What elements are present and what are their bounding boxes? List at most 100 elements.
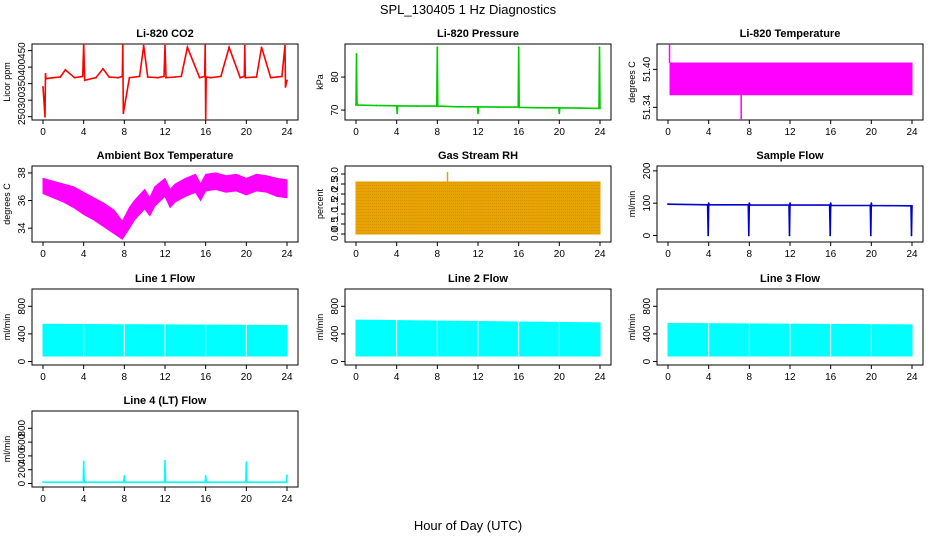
x-tick-label: 8 [122,494,128,505]
data-point [83,79,86,82]
x-tick-label: 16 [200,127,212,138]
data-point [396,104,399,107]
data-point [558,112,561,115]
x-tick-label: 12 [159,494,171,505]
data-point [123,481,126,484]
data-point [748,202,751,205]
y-tick-label: 34 [17,222,28,234]
data-point [44,115,46,118]
data-point [285,481,288,484]
data-point [102,67,104,70]
data-point [203,75,206,78]
x-tick-label: 12 [159,372,171,383]
data-point [156,76,159,79]
y-tick-label: 400 [17,325,28,342]
data-point [122,112,125,115]
x-tick-label: 0 [665,127,671,138]
data-point [830,204,833,207]
data-point [870,204,873,207]
data-point [829,202,832,205]
x-tick-label: 4 [706,249,712,260]
panel-title: Li-820 Pressure [437,28,519,40]
data-point [239,76,242,79]
data-point [220,75,222,78]
data-point [108,76,110,78]
x-tick-label: 12 [159,249,171,260]
panel-7: Line 1 Flow 0 4 8 12 16 20 24 0 400 800 ml/min [2,273,299,383]
x-tick-label: 24 [906,249,918,260]
x-tick-label: 24 [281,494,293,505]
data-point [142,44,145,47]
data-point [121,75,124,78]
data-point [165,76,167,79]
x-tick-label: 12 [784,372,796,383]
x-tick-label: 24 [281,372,293,383]
panel-4: Ambient Box Temperature 0 4 8 12 16 20 24 34 36 38… [2,150,299,260]
data-point [123,475,126,477]
data-point [73,76,76,79]
data-point [260,46,263,49]
panel-2: Li-820 Pressure 0 4 8 12 16 20 24 70 80 kPa [315,28,612,138]
panel-title: Li-820 CO2 [136,28,193,40]
data-point [64,68,67,71]
data-point [497,106,500,109]
x-tick-label: 0 [40,372,46,383]
panel-title: Line 3 Flow [760,273,820,285]
x-tick-label: 24 [594,249,606,260]
x-tick-label: 20 [866,249,878,260]
data-point [558,106,561,109]
data-point [707,202,710,205]
data-layer [42,459,288,484]
data-point [146,76,149,78]
x-tick-label: 0 [353,372,359,383]
data-point [869,204,872,207]
data-point [244,76,247,79]
data-point [198,76,201,79]
panel-10: Line 4 (LT) Flow 0 4 8 12 16 20 24 0 200400600800… [2,395,299,505]
y-tick-label: 51.40 [642,56,653,81]
x-tick-label: 24 [594,127,606,138]
x-tick-label: 0 [353,127,359,138]
y-tick-label: 3.0 [330,167,341,181]
y-tick-label: 51.34 [642,94,653,119]
y-tick-label: 0 [642,358,653,364]
x-tick-label: 12 [159,127,171,138]
data-point [707,234,710,237]
x-tick-label: 4 [706,127,712,138]
x-tick-label: 8 [122,127,128,138]
y-axis-label: ml/min [2,314,12,341]
data-point [164,481,167,484]
y-tick-label: 800 [330,297,341,314]
panel-6: Sample Flow 0 4 8 12 16 20 24 0 100 200 ml/min [627,150,924,260]
y-tick-label: 800 [17,419,28,436]
series-line [667,202,913,236]
y-tick-label: 350 [17,75,28,92]
y-axis-label: degrees C [2,183,12,225]
y-tick-label: 80 [330,71,341,83]
data-point [81,75,84,78]
panel-8: Line 2 Flow 0 4 8 12 16 20 24 0 400 800 ml/min [315,273,612,383]
x-tick-label: 24 [281,127,293,138]
x-tick-label: 24 [594,372,606,383]
y-tick-label: 38 [17,167,28,179]
data-point [456,105,459,108]
y-tick-label: 1.0 [330,207,341,221]
data-point [828,204,831,207]
data-point [598,46,601,49]
y-tick-label: 250 [17,108,28,125]
x-tick-label: 20 [241,127,253,138]
x-tick-label: 4 [81,249,87,260]
panel-5: Gas Stream RH 0 4 8 12 16 20 24 0.00.51.01.52.02… [315,150,612,260]
x-tick-label: 8 [122,249,128,260]
y-tick-label: 400 [330,325,341,342]
data-point [186,46,189,49]
x-tick-label: 20 [866,372,878,383]
data-layer [667,322,913,357]
series-line [355,47,601,114]
y-axis-label: ml/min [627,191,637,218]
data-point [578,107,581,110]
data-point [356,102,358,105]
x-tick-label: 24 [906,372,918,383]
